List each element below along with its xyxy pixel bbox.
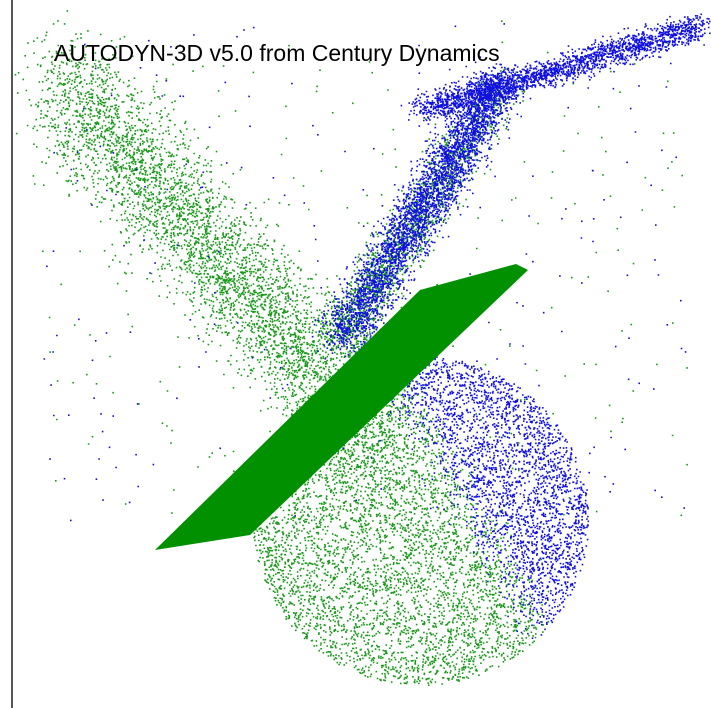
page: AUTODYN-3D v5.0 from Century Dynamics ((… [0,0,711,708]
render-view: AUTODYN-3D v5.0 from Century Dynamics [0,0,711,708]
title: AUTODYN-3D v5.0 from Century Dynamics [54,40,500,66]
